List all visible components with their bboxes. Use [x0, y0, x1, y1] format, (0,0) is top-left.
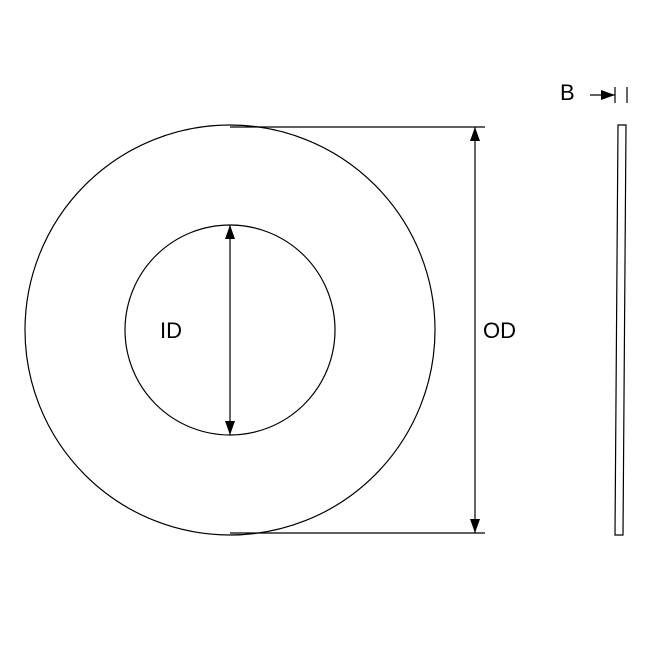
label-id: ID: [160, 318, 182, 343]
label-od: OD: [483, 318, 516, 343]
label-b: B: [560, 80, 575, 105]
